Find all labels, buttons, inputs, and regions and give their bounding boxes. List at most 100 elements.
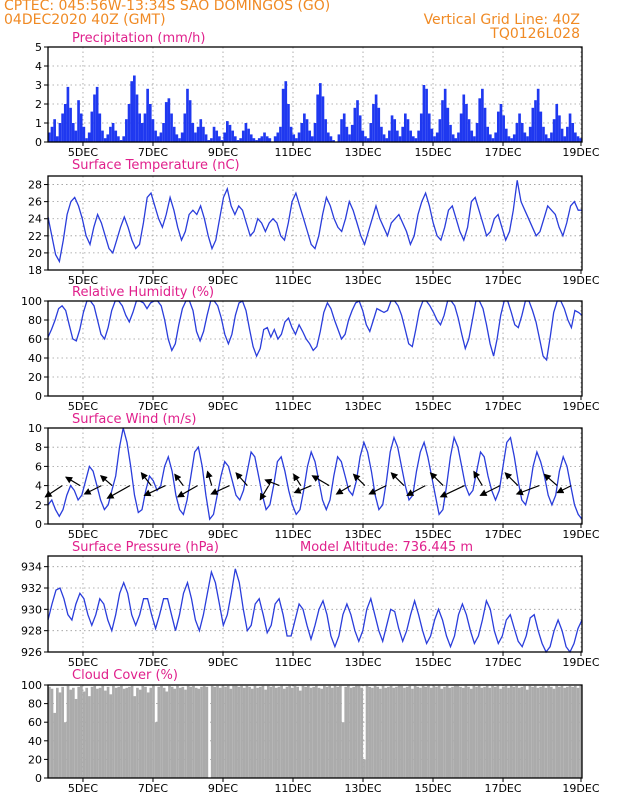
bar-mark [496, 111, 500, 142]
x-tick-label: 17DEC [484, 146, 521, 159]
x-tick-label: 7DEC [138, 274, 168, 287]
bar-mark [229, 688, 233, 778]
bar-mark [349, 687, 353, 778]
bar-mark [309, 687, 313, 778]
bar-mark [82, 126, 86, 142]
bar-mark [558, 115, 561, 142]
wind-arrow [429, 472, 444, 487]
bar-mark [101, 130, 104, 142]
bar-mark [181, 686, 185, 778]
bar-mark [260, 136, 264, 142]
wind-arrow [515, 485, 540, 496]
bar-mark [173, 688, 177, 778]
bar-mark [96, 688, 99, 778]
bar-mark [416, 686, 420, 778]
bar-mark [539, 686, 542, 778]
x-tick-label: 19DEC [562, 400, 599, 413]
bar-mark [276, 132, 280, 142]
x-tick-label: 5DEC [68, 274, 98, 287]
bar-mark [365, 685, 369, 778]
bar-mark [493, 686, 497, 778]
bar-mark [358, 115, 362, 142]
bar-mark [576, 136, 580, 142]
bar-mark [244, 123, 248, 142]
bar-mark [178, 687, 182, 778]
bar-mark [496, 685, 500, 778]
bar-mark [574, 132, 577, 142]
bar-mark [411, 688, 414, 778]
bar-mark [207, 140, 211, 142]
bar-mark [109, 694, 113, 778]
bar-mark [61, 686, 65, 778]
bar-mark [560, 685, 564, 778]
wind-arrow [293, 473, 302, 486]
bar-mark [379, 688, 382, 778]
x-tick-label: 5DEC [68, 146, 98, 159]
bar-mark [194, 687, 198, 778]
bar-mark [576, 687, 580, 778]
bar-mark [451, 686, 454, 778]
bar-mark [396, 130, 399, 142]
bar-mark [404, 113, 407, 142]
bar-mark [80, 685, 83, 778]
bar-mark [388, 130, 391, 142]
bar-mark [287, 104, 290, 142]
bar-mark [472, 685, 476, 778]
bar-mark [104, 690, 107, 778]
bar-mark [443, 88, 447, 142]
bar-mark [417, 130, 420, 142]
bar-mark [555, 685, 558, 778]
bar-mark [234, 685, 238, 778]
bar-mark [445, 685, 449, 778]
bar-mark [579, 138, 582, 142]
bar-mark [66, 685, 70, 778]
bar-mark [77, 100, 80, 142]
header-code: TQ0126L028 [490, 26, 580, 42]
bar-mark [112, 685, 115, 778]
bar-mark [93, 94, 96, 142]
bar-mark [464, 685, 468, 778]
bar-mark [526, 136, 529, 142]
bar-mark [242, 687, 246, 778]
bar-mark [48, 686, 51, 778]
bar-mark [433, 136, 436, 142]
y-tick-label: 930 [21, 603, 42, 616]
x-tick-label: 17DEC [484, 656, 521, 669]
bar-mark [221, 685, 225, 778]
bar-mark [204, 134, 208, 142]
bar-mark [390, 115, 394, 142]
bar-mark [348, 134, 351, 142]
x-tick-label: 7DEC [138, 146, 168, 159]
bar-mark [345, 126, 349, 142]
x-tick-label: 11DEC [274, 146, 311, 159]
bar-mark [414, 138, 418, 142]
header-date: 04DEC2020 40Z (GMT) [4, 12, 166, 28]
bar-mark [269, 686, 273, 778]
bar-mark [74, 130, 78, 142]
bar-mark [122, 688, 126, 778]
bar-mark [154, 722, 158, 778]
y-tick-label: 20 [28, 247, 42, 260]
bar-mark [342, 113, 346, 142]
bar-mark [552, 119, 556, 142]
bar-mark [297, 132, 301, 142]
wind-arrow [311, 475, 330, 487]
wind-arrow [259, 485, 270, 501]
bar-mark [368, 686, 372, 778]
panel-frame [47, 46, 583, 143]
bar-mark [409, 130, 412, 142]
y-tick-label: 26 [28, 196, 42, 209]
panel-frame [47, 427, 583, 525]
x-tick-label: 19DEC [562, 528, 599, 541]
bar-mark [547, 685, 550, 778]
panel-title: Surface Wind (m/s) [72, 412, 196, 427]
bar-mark [510, 138, 513, 142]
bar-mark [408, 685, 412, 778]
bar-mark [573, 685, 577, 778]
bar-mark [427, 685, 430, 778]
panel-title: Surface Pressure (hPa) [72, 540, 219, 555]
wind-arrow [335, 485, 351, 495]
bar-mark [290, 687, 294, 778]
panel-5: Surface Pressure (hPa) Model Altitude: 73… [21, 540, 600, 669]
x-tick-label: 5DEC [68, 400, 98, 413]
